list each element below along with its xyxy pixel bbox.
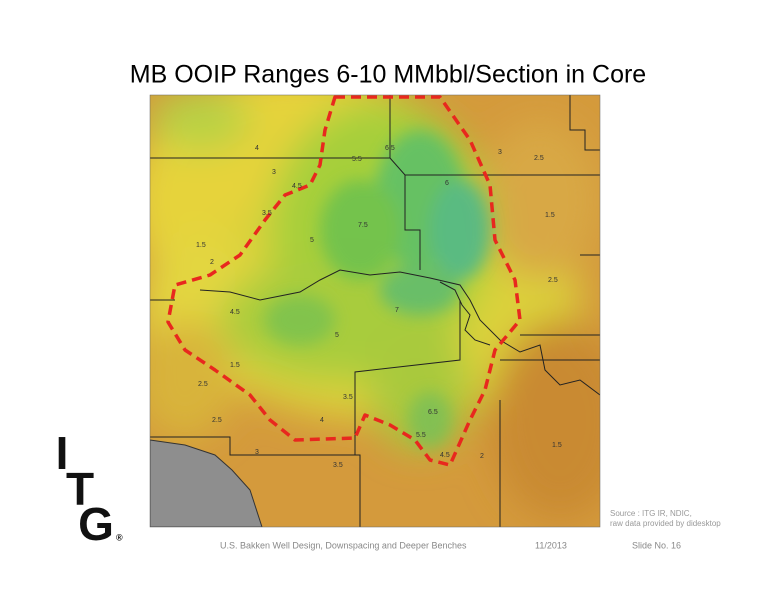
slide-title: MB OOIP Ranges 6-10 MMbbl/Section in Cor… — [130, 61, 646, 89]
contour-label: 2.5 — [534, 155, 544, 162]
contour-label: 2 — [480, 453, 484, 460]
contour-label: 1.5 — [196, 242, 206, 249]
source-text: Source : ITG IR, NDIC, — [610, 509, 692, 518]
contour-label: 2.5 — [212, 417, 222, 424]
contour-label: 1.5 — [230, 362, 240, 369]
source-text: raw data provided by didesktop — [610, 519, 721, 528]
contour-label: 3 — [498, 149, 502, 156]
contour-label: 3.5 — [262, 210, 272, 217]
contour-label: 1.5 — [545, 212, 555, 219]
contour-label: 3 — [255, 449, 259, 456]
map: 4 3 3.5 4.5 5.5 6.5 7.5 6 5 4.5 7 3 2.5 1.5 2 2.5 1.5 3.5… — [150, 95, 600, 527]
contour-label: 2.5 — [198, 381, 208, 388]
contour-label: 4.5 — [440, 452, 450, 459]
contour-label: 6.5 — [385, 145, 395, 152]
contour-label: 3.5 — [333, 462, 343, 469]
logo-mark: ® — [116, 532, 123, 542]
contour-label: 3.5 — [343, 394, 353, 401]
contour-label: 2 — [210, 259, 214, 266]
logo-letter: I — [56, 427, 69, 479]
logo: I T G ® — [56, 427, 123, 550]
logo-letter: G — [78, 498, 114, 550]
logo-letter: T — [66, 463, 94, 515]
contour-label: 4.5 — [230, 309, 240, 316]
contour-label: 4 — [255, 145, 259, 152]
contour-label: 2.5 — [548, 277, 558, 284]
footer-slide: Slide No. 16 — [632, 540, 681, 550]
contour-label: 6.5 — [428, 409, 438, 416]
map-frame — [149, 94, 601, 528]
contour-label: 7 — [395, 307, 399, 314]
footer-date: 11/2013 — [535, 540, 567, 550]
contour-label: 5 — [310, 237, 314, 244]
contour-label: 6 — [445, 180, 449, 187]
contour-label: 4.5 — [292, 183, 302, 190]
core-outline — [166, 95, 522, 467]
contour-label: 3 — [272, 169, 276, 176]
contour-label: 5 — [335, 332, 339, 339]
contour-label: 5.5 — [352, 156, 362, 163]
contour-label: 4 — [320, 417, 324, 424]
contour-label: 5.5 — [416, 432, 426, 439]
contour-label: 7.5 — [358, 222, 368, 229]
contour-label: 1.5 — [552, 442, 562, 449]
footer-text: U.S. Bakken Well Design, Downspacing and… — [220, 540, 467, 550]
